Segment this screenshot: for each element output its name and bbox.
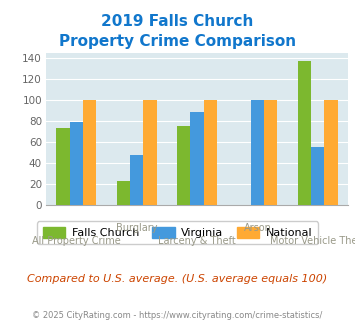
Text: Arson: Arson: [244, 223, 271, 233]
Bar: [251, 100, 264, 205]
Legend: Falls Church, Virginia, National: Falls Church, Virginia, National: [37, 221, 318, 244]
Text: Burglary: Burglary: [116, 223, 157, 233]
Bar: [143, 100, 157, 205]
Text: Larceny & Theft: Larceny & Theft: [158, 236, 236, 246]
Text: Property Crime Comparison: Property Crime Comparison: [59, 34, 296, 49]
Bar: [311, 147, 324, 205]
Bar: [177, 126, 190, 205]
Bar: [204, 100, 217, 205]
Bar: [298, 61, 311, 205]
Text: © 2025 CityRating.com - https://www.cityrating.com/crime-statistics/: © 2025 CityRating.com - https://www.city…: [32, 311, 323, 320]
Text: 2019 Falls Church: 2019 Falls Church: [101, 14, 254, 29]
Bar: [70, 122, 83, 205]
Bar: [117, 181, 130, 205]
Text: All Property Crime: All Property Crime: [32, 236, 121, 246]
Bar: [83, 100, 96, 205]
Bar: [324, 100, 338, 205]
Text: Compared to U.S. average. (U.S. average equals 100): Compared to U.S. average. (U.S. average …: [27, 274, 328, 284]
Bar: [56, 128, 70, 205]
Bar: [264, 100, 277, 205]
Bar: [190, 113, 204, 205]
Bar: [130, 155, 143, 205]
Text: Motor Vehicle Theft: Motor Vehicle Theft: [271, 236, 355, 246]
